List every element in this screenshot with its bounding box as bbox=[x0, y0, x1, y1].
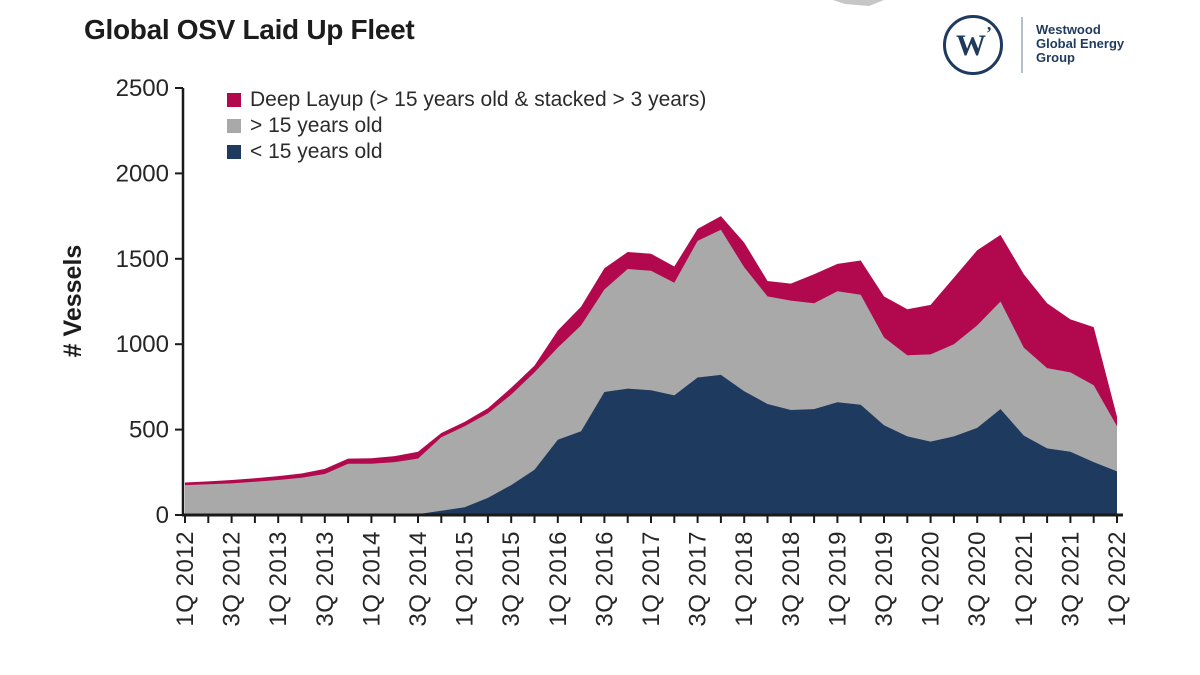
x-tick-label: 3Q 2014 bbox=[405, 531, 432, 627]
y-tick-label: 1500 bbox=[116, 246, 169, 273]
y-tick-label: 500 bbox=[129, 417, 169, 444]
x-tick-label: 3Q 2021 bbox=[1057, 531, 1084, 627]
legend-item-under-15: < 15 years old bbox=[227, 140, 706, 163]
x-tick-label: 1Q 2013 bbox=[265, 531, 292, 627]
x-tick-label: 3Q 2017 bbox=[685, 531, 712, 627]
x-tick-label: 3Q 2016 bbox=[591, 531, 618, 627]
y-tick-label: 1000 bbox=[116, 331, 169, 358]
x-tick-label: 3Q 2015 bbox=[498, 531, 525, 627]
x-tick-label: 1Q 2022 bbox=[1104, 531, 1131, 627]
y-tick-label: 2000 bbox=[116, 160, 169, 187]
y-tick-label: 2500 bbox=[116, 75, 169, 102]
logo-circle bbox=[943, 15, 1003, 75]
brand-line: Group bbox=[1036, 50, 1075, 65]
chart-legend: Deep Layup (> 15 years old & stacked > 3… bbox=[227, 88, 706, 163]
x-tick-label: 1Q 2021 bbox=[1011, 531, 1038, 627]
x-tick-label: 1Q 2020 bbox=[918, 531, 945, 627]
x-tick-label: 3Q 2018 bbox=[778, 531, 805, 627]
legend-label: > 15 years old bbox=[250, 113, 383, 137]
x-tick-label: 3Q 2013 bbox=[312, 531, 339, 627]
x-tick-label: 1Q 2018 bbox=[731, 531, 758, 627]
chart-title: Global OSV Laid Up Fleet bbox=[84, 14, 415, 45]
logo-monogram: W bbox=[956, 29, 986, 62]
x-tick-label: 3Q 2012 bbox=[219, 531, 246, 627]
x-tick-label: 3Q 2020 bbox=[964, 531, 991, 627]
brand-line: Westwood bbox=[1036, 22, 1101, 37]
legend-swatch-over-15 bbox=[227, 118, 241, 133]
legend-item-over-15: > 15 years old bbox=[227, 114, 706, 137]
legend-label: Deep Layup (> 15 years old & stacked > 3… bbox=[250, 87, 707, 111]
area-series-0 bbox=[185, 374, 1117, 515]
legend-swatch-under-15 bbox=[227, 144, 241, 159]
logo-monogram-mark: ’ bbox=[986, 23, 992, 43]
legend-label: < 15 years old bbox=[250, 139, 383, 163]
x-tick-label: 1Q 2017 bbox=[638, 531, 665, 627]
legend-item-deep-layup: Deep Layup (> 15 years old & stacked > 3… bbox=[227, 88, 706, 111]
westwood-logo: W ’ Westwood Global Energy Group bbox=[938, 12, 1188, 82]
y-tick-label: 0 bbox=[156, 502, 169, 529]
x-tick-label: 1Q 2014 bbox=[358, 531, 385, 627]
x-tick-label: 1Q 2016 bbox=[545, 531, 572, 627]
brand-line: Global Energy bbox=[1036, 36, 1125, 51]
x-tick-label: 3Q 2019 bbox=[871, 531, 898, 627]
x-tick-label: 1Q 2019 bbox=[824, 531, 851, 627]
top-edge-decoration bbox=[833, 0, 884, 6]
legend-swatch-deep-layup bbox=[227, 92, 241, 107]
x-tick-label: 1Q 2012 bbox=[172, 531, 199, 627]
westwood-logo-mark: W ’ bbox=[943, 15, 1023, 75]
brand-text: Westwood Global Energy Group bbox=[1036, 23, 1124, 65]
x-tick-label: 1Q 2015 bbox=[452, 531, 479, 627]
